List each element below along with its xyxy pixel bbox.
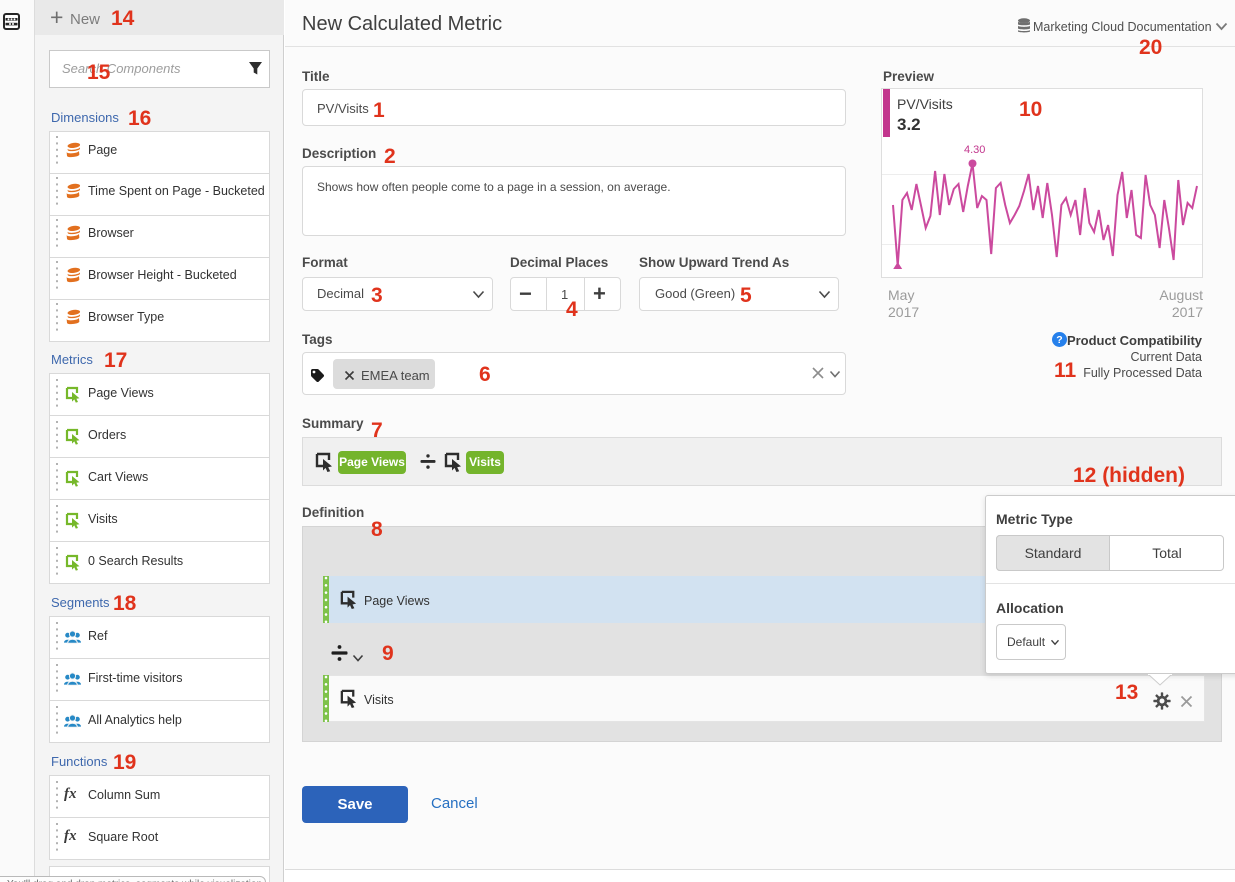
svg-text:?: ?	[1056, 334, 1062, 346]
svg-text:4.30: 4.30	[964, 144, 985, 156]
